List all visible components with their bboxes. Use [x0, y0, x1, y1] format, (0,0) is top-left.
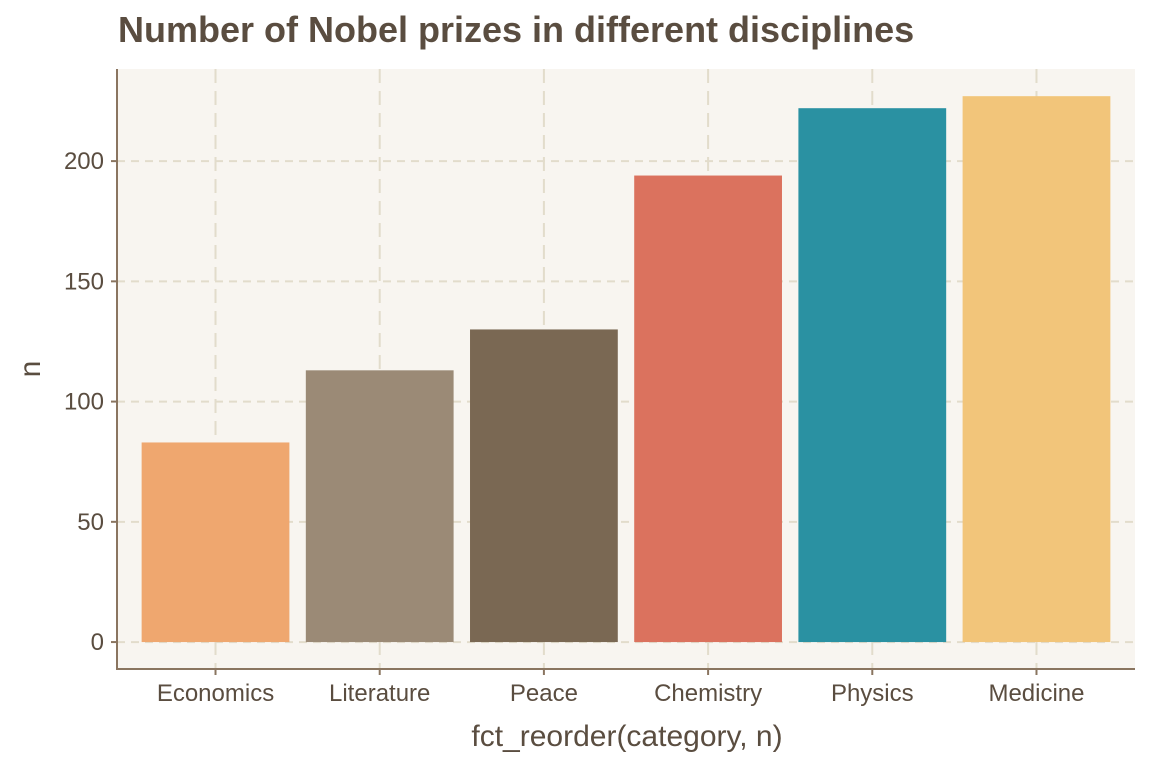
y-tick-label: 150	[64, 268, 104, 295]
chart-title: Number of Nobel prizes in different disc…	[118, 9, 914, 50]
bar-literature	[305, 370, 454, 643]
y-tick-label: 200	[64, 148, 104, 175]
x-tick-label: Medicine	[988, 680, 1084, 707]
bar-medicine	[962, 96, 1111, 643]
x-tick-label: Economics	[157, 680, 274, 707]
bar-peace	[470, 329, 618, 643]
bar-chemistry	[634, 175, 782, 643]
bar-physics	[798, 108, 947, 643]
x-tick-label: Literature	[329, 680, 430, 707]
x-tick-label: Peace	[510, 680, 578, 707]
x-tick-label: Chemistry	[654, 680, 762, 707]
y-tick-label: 100	[64, 389, 104, 416]
y-tick-label: 50	[77, 509, 104, 536]
y-tick-label: 0	[91, 629, 104, 656]
y-axis-label: n	[14, 361, 47, 378]
x-axis-label: fct_reorder(category, n)	[471, 720, 782, 753]
bar-economics	[141, 442, 290, 643]
x-tick-label: Physics	[831, 680, 914, 707]
